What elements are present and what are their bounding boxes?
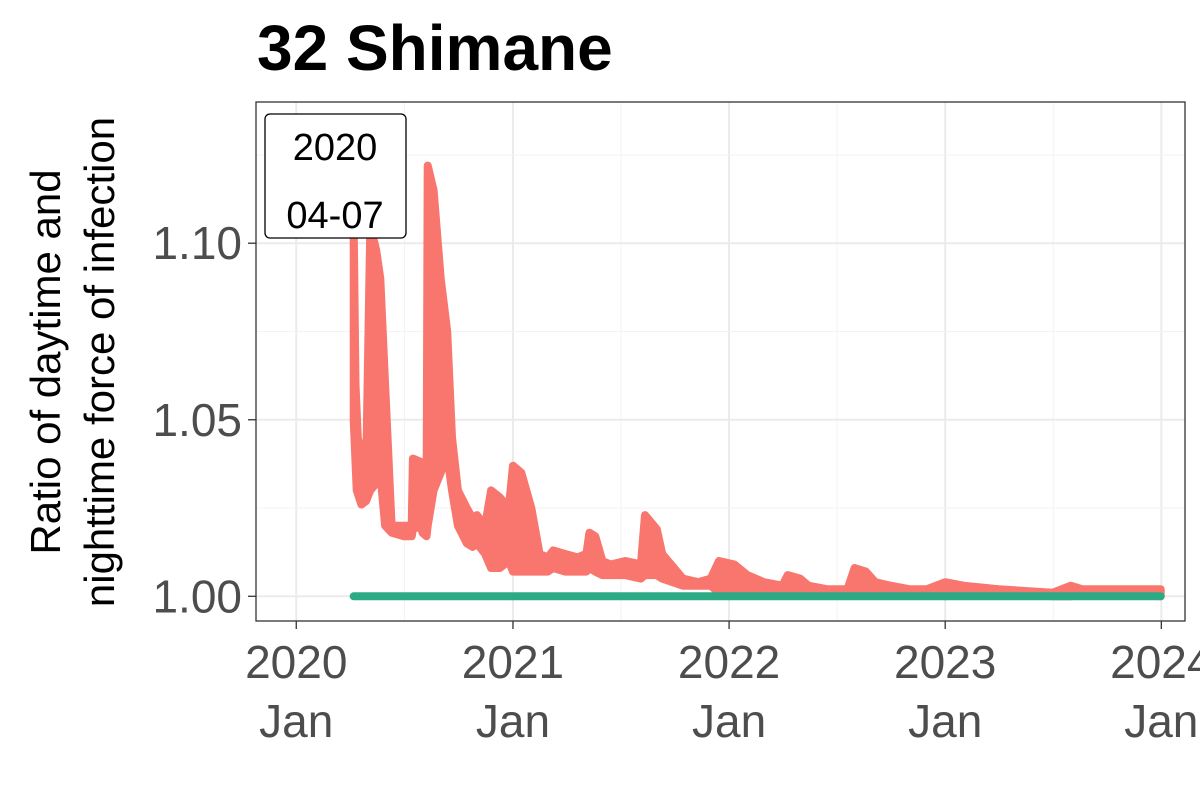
x-tick-label-year: 2023	[894, 636, 996, 688]
x-tick-label-month: Jan	[1124, 695, 1198, 747]
plot-border	[255, 101, 1186, 622]
x-tick-label-year: 2021	[462, 636, 564, 688]
y-axis-label-line-1: Ratio of daytime and	[22, 169, 69, 554]
chart-title: 32 Shimane	[257, 12, 613, 84]
annotation-date: 04-07	[286, 195, 383, 237]
y-axis-label-line-2: nighttime force of infection	[76, 117, 123, 607]
axis-layer: 1.00 1.05 1.10 2020 Jan 2021 Jan 2022 Jan 2023 Jan…	[152, 217, 1200, 747]
x-tick-label-month: Jan	[908, 695, 982, 747]
series-1-ribbon	[349, 161, 1165, 601]
x-tick-label-month: Jan	[692, 695, 766, 747]
x-tick-label-year: 2022	[678, 636, 780, 688]
series-layer	[349, 161, 1165, 601]
annotation-box	[264, 113, 407, 239]
x-tick-label-year: 2020	[245, 636, 347, 688]
y-tick-label: 1.10	[152, 217, 242, 269]
annotation-year: 2020	[293, 127, 378, 169]
x-tick-label-month: Jan	[476, 695, 550, 747]
x-tick-label-month: Jan	[259, 695, 333, 747]
y-tick-label: 1.00	[152, 570, 242, 622]
x-tick-label-year: 2024	[1110, 636, 1200, 688]
y-tick-label: 1.05	[152, 394, 242, 446]
date-annotation: 2020 04-07	[264, 113, 407, 239]
